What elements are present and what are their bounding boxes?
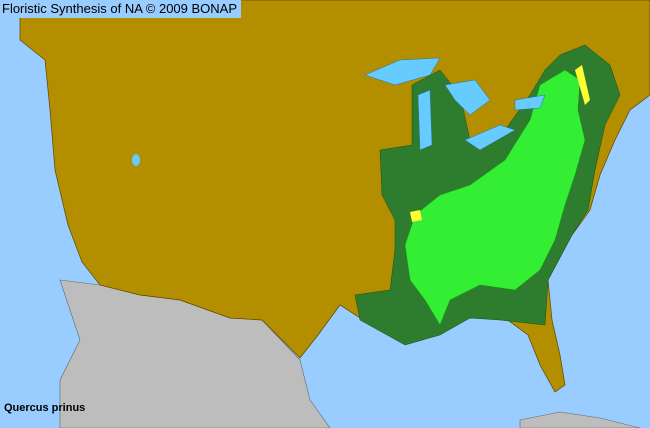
great-salt-lake xyxy=(132,154,140,166)
range-rare-2 xyxy=(410,210,422,222)
range-native xyxy=(404,69,586,326)
map-title: Floristic Synthesis of NA © 2009 BONAP xyxy=(0,0,242,18)
range-rare xyxy=(575,65,590,105)
great-lakes xyxy=(364,57,546,151)
species-label: Quercus prinus xyxy=(4,402,86,414)
cuba xyxy=(519,411,641,428)
